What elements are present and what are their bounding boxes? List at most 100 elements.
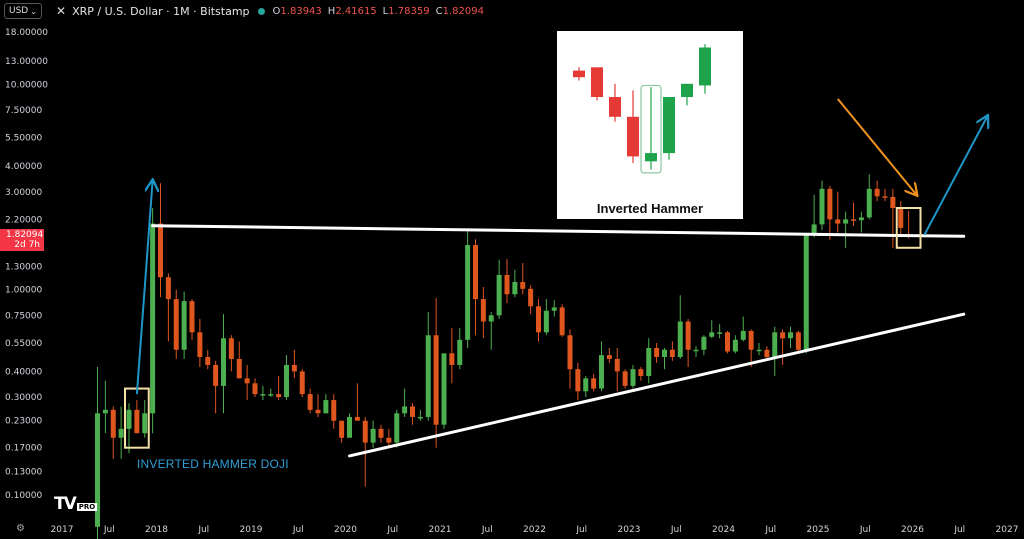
candle-body: [362, 420, 368, 443]
candle: [417, 409, 423, 421]
candle: [118, 406, 124, 459]
support-trendline[interactable]: [348, 312, 966, 458]
inverted-hammer-doji-label: INVERTED HAMMER DOJI: [137, 457, 289, 471]
x-tick-label: Jul: [953, 525, 965, 535]
x-tick-label: 2026: [901, 525, 924, 535]
candle-body: [520, 282, 526, 289]
candle-body: [882, 196, 888, 198]
box-2026[interactable]: [895, 207, 922, 249]
symbol-info[interactable]: ✕ XRP / U.S. Dollar · 1M · Bitstamp: [56, 4, 250, 18]
candle: [677, 295, 683, 359]
x-tick-label: 2027: [996, 525, 1019, 535]
candle: [465, 229, 471, 349]
y-tick-label: 5.50000: [5, 134, 42, 144]
candle-body: [614, 358, 620, 372]
candle: [394, 409, 400, 448]
candle: [173, 289, 179, 359]
inset-candle: [609, 83, 621, 122]
candle: [622, 369, 628, 389]
candlestick-series: [95, 174, 912, 539]
candle-body: [575, 369, 581, 392]
candle: [874, 180, 880, 202]
candle: [284, 355, 289, 401]
candle: [158, 183, 163, 298]
candle: [835, 191, 841, 233]
candle-body: [394, 413, 400, 443]
blue-arrow-2026[interactable]: [923, 116, 987, 236]
candle: [165, 273, 171, 342]
candle: [764, 346, 770, 359]
candle: [866, 174, 872, 220]
ohlc-key-close: C: [435, 5, 443, 17]
blue-arrow-2017[interactable]: [135, 181, 153, 395]
x-tick-label: Jul: [103, 525, 115, 535]
candle-body: [370, 428, 376, 443]
candle-body: [449, 353, 455, 365]
current-price-tag: 1.82094 2d 7h: [0, 229, 44, 251]
candle: [701, 335, 707, 356]
candle-body: [252, 383, 258, 395]
candle-body: [677, 321, 683, 358]
candle-body: [551, 307, 557, 311]
x-tick-label: 2017: [51, 525, 74, 535]
candle-body: [732, 339, 738, 352]
candle-body: [740, 330, 746, 340]
chevron-down-icon: ⌄: [30, 6, 37, 16]
candle: [646, 338, 652, 384]
candle-body: [701, 336, 707, 350]
ohlc-key-high: H: [327, 5, 336, 17]
candle-body: [488, 315, 494, 322]
candle-body: [536, 306, 541, 333]
ohlc-value-close: 1.82094: [442, 5, 484, 17]
candle: [221, 314, 226, 414]
candle-body: [788, 332, 793, 339]
ohlc-key-open: O: [272, 5, 281, 17]
tradingview-logo[interactable]: TV PRO: [54, 494, 98, 514]
candle-body: [504, 274, 510, 295]
candle-body: [417, 416, 423, 419]
candle: [291, 349, 297, 379]
candle-body: [315, 409, 321, 414]
candle: [512, 269, 518, 298]
candle-body: [205, 357, 211, 365]
candle-body: [402, 406, 408, 414]
inset-candle-body: [627, 116, 639, 157]
ohlc-key-low: L: [382, 5, 389, 17]
candle-body: [811, 224, 817, 235]
candle-body: [748, 330, 754, 350]
resistance-trendline[interactable]: [151, 224, 966, 238]
candle: [244, 364, 250, 401]
candle-body: [480, 299, 486, 322]
candle: [410, 403, 415, 425]
inset-candle-body: [663, 97, 675, 154]
candle: [150, 208, 156, 434]
candle: [339, 420, 345, 443]
y-tick-label: 13.00000: [5, 57, 48, 67]
candle-body: [299, 371, 305, 395]
y-tick-label: 2.20000: [5, 215, 42, 225]
candle: [370, 420, 376, 448]
candle: [654, 343, 660, 363]
candle-body: [662, 349, 667, 358]
candle-body: [378, 428, 384, 438]
settings-gear-icon[interactable]: ⚙: [16, 523, 25, 534]
x-tick-label: Jul: [292, 525, 304, 535]
inset-candle: [627, 90, 639, 163]
x-tick-label: Jul: [575, 525, 587, 535]
candle: [425, 311, 431, 421]
xrp-logo-icon: ✕: [56, 4, 67, 18]
candle-body: [528, 288, 534, 307]
inset-candle-body: [681, 83, 693, 97]
x-tick-label: 2022: [523, 525, 546, 535]
candle: [717, 324, 723, 339]
candle-body: [95, 413, 100, 527]
tv-mark-icon: TV: [54, 494, 77, 514]
ohlc-value-high: 2.41615: [335, 5, 377, 17]
candle-body: [851, 219, 856, 221]
candle-body: [693, 349, 699, 352]
y-axis: 18.00000 13.00000 10.00000 7.50000 5.50000 4.…: [5, 28, 48, 501]
orange-arrow[interactable]: [836, 98, 917, 195]
candle-body: [228, 338, 234, 359]
currency-selector[interactable]: USD ⌄: [4, 3, 42, 19]
